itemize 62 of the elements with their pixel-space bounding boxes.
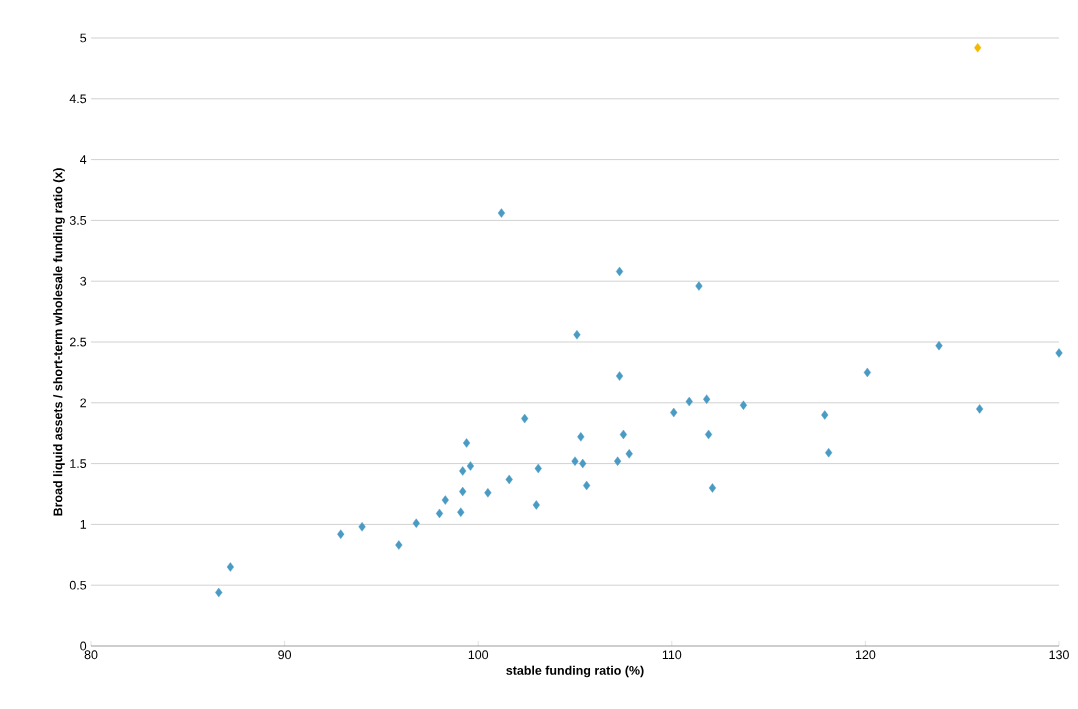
- point: [935, 340, 943, 351]
- y-tick-label: 4.5: [69, 94, 87, 104]
- point: [579, 458, 587, 469]
- point: [435, 508, 444, 519]
- point: [215, 587, 223, 598]
- point: [459, 486, 467, 497]
- x-tick-label: 100: [468, 650, 489, 660]
- x-tick-label: 90: [278, 650, 292, 660]
- point: [497, 208, 506, 218]
- y-tick-label: 4: [80, 155, 87, 164]
- point: [615, 371, 624, 381]
- y-tick-label: 1: [80, 520, 87, 529]
- point: [521, 413, 529, 424]
- point: [974, 43, 982, 53]
- point: [685, 396, 693, 407]
- y-tick-label: 3.5: [69, 216, 87, 225]
- y-axis-title: Broad liquid assets / short-term wholesale funding ratio (x): [53, 168, 65, 516]
- y-tick-label: 2: [80, 398, 87, 408]
- y-tick-label: 0.5: [69, 580, 87, 590]
- point: [739, 400, 748, 410]
- y-tick-label: 2.5: [69, 337, 87, 347]
- point: [226, 562, 234, 572]
- point: [583, 480, 591, 491]
- point: [670, 407, 678, 418]
- x-axis-title: stable funding ratio (%): [506, 665, 644, 678]
- point: [695, 281, 703, 291]
- point: [573, 330, 581, 340]
- point: [466, 461, 475, 471]
- point: [625, 449, 633, 459]
- y-tick-label: 0: [80, 641, 87, 651]
- point: [708, 483, 717, 493]
- x-tick-label: 80: [84, 650, 98, 660]
- point: [821, 410, 829, 420]
- point: [534, 463, 542, 474]
- y-tick-label: 1.5: [70, 459, 87, 468]
- point: [615, 266, 624, 277]
- point: [484, 488, 492, 498]
- point: [505, 474, 513, 485]
- point: [412, 518, 420, 528]
- point: [1055, 348, 1063, 358]
- point: [463, 438, 471, 448]
- point: [457, 507, 465, 517]
- point: [395, 540, 403, 550]
- point: [614, 456, 622, 466]
- point: [705, 429, 713, 440]
- point: [571, 456, 579, 466]
- x-tick-label: 120: [855, 650, 876, 660]
- point: [863, 367, 871, 378]
- y-tick-label: 3: [80, 276, 87, 286]
- y-tick-label: 5: [80, 33, 87, 43]
- point: [441, 495, 449, 505]
- x-tick-label: 110: [662, 650, 682, 660]
- point: [825, 447, 833, 458]
- point: [532, 500, 540, 510]
- x-tick-label: 130: [1049, 650, 1069, 660]
- point: [619, 429, 627, 440]
- point: [976, 404, 984, 414]
- point: [459, 466, 467, 476]
- point: [703, 394, 711, 404]
- point: [337, 529, 345, 539]
- point: [577, 432, 585, 442]
- point: [358, 522, 366, 532]
